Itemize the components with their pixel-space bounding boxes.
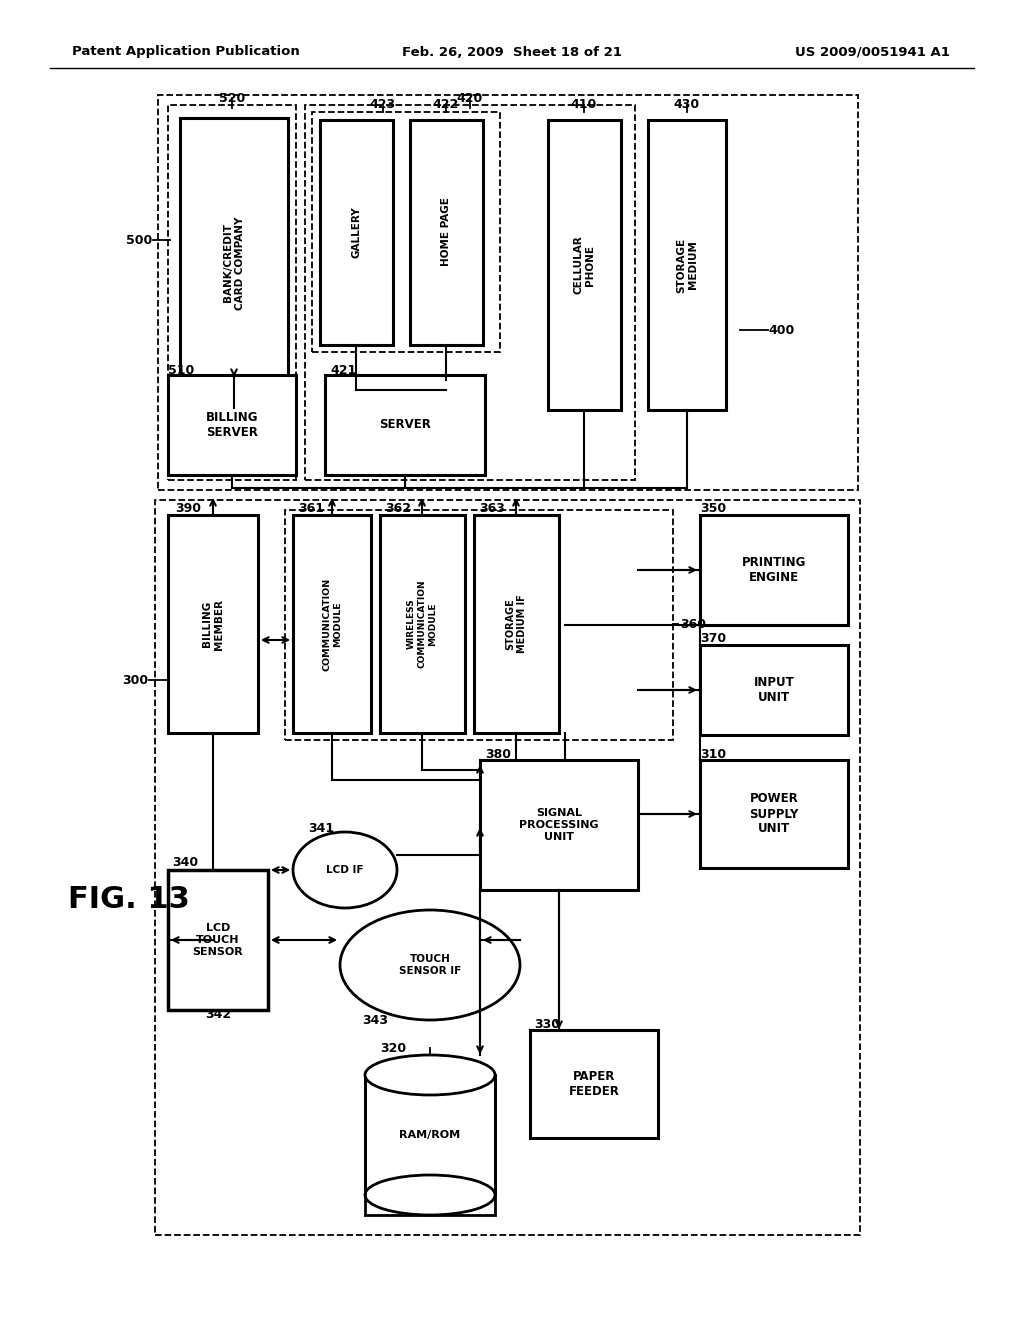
Text: 320: 320 [380,1041,407,1055]
Ellipse shape [365,1175,495,1214]
Text: INPUT
UNIT: INPUT UNIT [754,676,795,704]
Text: 430: 430 [674,99,700,111]
Text: 410: 410 [570,99,597,111]
Bar [480,760,638,890]
Bar [305,106,635,480]
Bar [293,515,371,733]
Text: STORAGE
MEDIUM IF: STORAGE MEDIUM IF [505,594,526,653]
Text: 361: 361 [298,502,324,515]
Bar [530,1030,658,1138]
Bar [319,120,393,345]
Text: 362: 362 [385,502,411,515]
Text: BANK/CREDIT
CARD COMPANY: BANK/CREDIT CARD COMPANY [223,216,245,310]
Text: PRINTING
ENGINE: PRINTING ENGINE [741,556,806,583]
Text: WIRELESS
COMMUNICATION
MODULE: WIRELESS COMMUNICATION MODULE [408,579,437,668]
Text: LCD IF: LCD IF [327,865,364,875]
Text: COMMUNICATION
MODULE: COMMUNICATION MODULE [323,577,342,671]
Bar [548,120,621,411]
Text: HOME PAGE: HOME PAGE [441,198,451,267]
Text: 350: 350 [700,502,726,515]
Text: 300: 300 [122,673,148,686]
Bar [700,515,848,624]
Ellipse shape [365,1055,495,1096]
Text: CELLULAR
PHONE: CELLULAR PHONE [573,236,595,294]
Bar [168,106,296,480]
Text: 370: 370 [700,631,726,644]
Bar [325,375,485,475]
Text: TOUCH
SENSOR IF: TOUCH SENSOR IF [399,954,461,975]
Text: 422: 422 [433,99,459,111]
Text: 360: 360 [680,618,706,631]
Bar [168,375,296,475]
Text: 421: 421 [330,363,356,376]
Text: 380: 380 [485,747,511,760]
Text: PAPER
FEEDER: PAPER FEEDER [568,1071,620,1098]
Text: Feb. 26, 2009  Sheet 18 of 21: Feb. 26, 2009 Sheet 18 of 21 [402,45,622,58]
Text: SERVER: SERVER [379,418,431,432]
Text: BILLING
MEMBER: BILLING MEMBER [202,598,224,649]
Text: 500: 500 [126,234,152,247]
Text: 340: 340 [172,857,198,870]
Text: 310: 310 [700,747,726,760]
Text: 363: 363 [479,502,505,515]
Text: STORAGE
MEDIUM: STORAGE MEDIUM [676,238,697,293]
Bar [365,1074,495,1214]
Ellipse shape [340,909,520,1020]
Bar [285,510,673,741]
Ellipse shape [293,832,397,908]
Text: 330: 330 [534,1018,560,1031]
Text: 520: 520 [219,91,245,104]
Bar [380,515,465,733]
Text: 341: 341 [308,821,334,834]
Text: 423: 423 [370,99,396,111]
Bar [700,760,848,869]
Text: 390: 390 [175,502,201,515]
Text: SIGNAL
PROCESSING
UNIT: SIGNAL PROCESSING UNIT [519,808,599,842]
Bar [155,500,860,1236]
Text: 400: 400 [768,323,795,337]
Bar [474,515,559,733]
Text: Patent Application Publication: Patent Application Publication [72,45,300,58]
Bar [168,870,268,1010]
Bar [158,95,858,490]
Text: RAM/ROM: RAM/ROM [399,1130,461,1140]
Bar [648,120,726,411]
Bar [410,120,483,345]
Bar [180,117,288,408]
Text: LCD
TOUCH
SENSOR: LCD TOUCH SENSOR [193,924,244,957]
Bar [168,515,258,733]
Text: US 2009/0051941 A1: US 2009/0051941 A1 [795,45,950,58]
Bar [312,112,500,352]
Text: GALLERY: GALLERY [351,206,361,257]
Text: POWER
SUPPLY
UNIT: POWER SUPPLY UNIT [750,792,799,836]
Text: FIG. 13: FIG. 13 [68,886,189,915]
Text: 510: 510 [168,363,195,376]
Text: 420: 420 [457,91,483,104]
Text: BILLING
SERVER: BILLING SERVER [206,411,258,440]
Text: 342: 342 [205,1008,231,1022]
Text: 343: 343 [362,1014,388,1027]
Bar [700,645,848,735]
